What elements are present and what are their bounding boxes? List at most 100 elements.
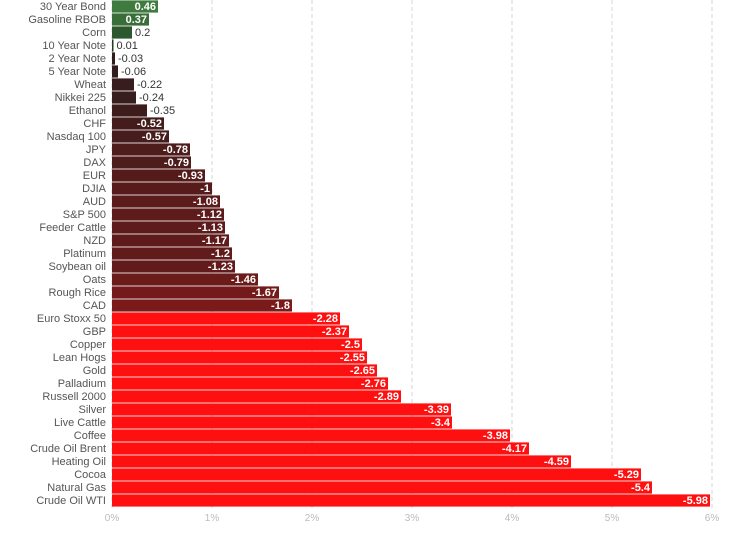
category-label: Wheat bbox=[74, 79, 106, 91]
value-label: 0.37 bbox=[126, 14, 147, 26]
category-label: Feeder Cattle bbox=[39, 222, 106, 234]
category-label: NZD bbox=[83, 235, 106, 247]
bar bbox=[112, 247, 232, 260]
value-label: -2.28 bbox=[313, 313, 338, 325]
bar bbox=[112, 338, 362, 351]
bar bbox=[112, 195, 220, 208]
category-label: Copper bbox=[70, 339, 106, 351]
bar bbox=[112, 130, 169, 143]
value-label: -2.37 bbox=[322, 326, 347, 338]
bar bbox=[112, 390, 401, 403]
category-label: JPY bbox=[86, 144, 107, 156]
bar bbox=[112, 156, 191, 169]
category-label: Oats bbox=[83, 274, 107, 286]
bar bbox=[112, 481, 652, 494]
bar bbox=[112, 221, 225, 234]
bar bbox=[112, 351, 367, 364]
value-label: -4.59 bbox=[544, 456, 569, 468]
bar bbox=[112, 468, 641, 481]
value-label: -0.22 bbox=[137, 79, 162, 91]
category-label: Soybean oil bbox=[49, 261, 107, 273]
value-label: -0.35 bbox=[150, 105, 175, 117]
category-label: 10 Year Note bbox=[42, 40, 106, 52]
bar bbox=[112, 104, 147, 117]
category-label: Lean Hogs bbox=[53, 352, 107, 364]
value-label: -0.93 bbox=[178, 170, 203, 182]
x-tick-label: 3% bbox=[405, 513, 420, 524]
value-label: -1.12 bbox=[197, 209, 222, 221]
value-label: -0.52 bbox=[137, 118, 162, 130]
value-label: -5.4 bbox=[631, 482, 651, 494]
value-label: -2.89 bbox=[374, 391, 399, 403]
value-label: -1.13 bbox=[198, 222, 223, 234]
bar bbox=[112, 13, 149, 26]
bar bbox=[112, 273, 258, 286]
bar bbox=[112, 494, 710, 507]
bar bbox=[112, 312, 340, 325]
x-tick-label: 2% bbox=[305, 513, 320, 524]
value-label: -3.4 bbox=[431, 417, 451, 429]
value-label: -2.5 bbox=[341, 339, 360, 351]
category-label: Corn bbox=[82, 27, 106, 39]
bar bbox=[112, 260, 235, 273]
bar bbox=[112, 429, 510, 442]
value-label: 0.01 bbox=[117, 40, 138, 52]
bar bbox=[112, 325, 349, 338]
bar bbox=[112, 78, 134, 91]
value-label: -2.76 bbox=[361, 378, 386, 390]
value-label: -0.24 bbox=[139, 92, 164, 104]
category-label: Natural Gas bbox=[47, 482, 106, 494]
value-label: -1 bbox=[200, 183, 210, 195]
bar bbox=[112, 26, 132, 39]
bar bbox=[112, 234, 229, 247]
bar bbox=[112, 364, 377, 377]
x-tick-label: 1% bbox=[205, 513, 220, 524]
bar bbox=[112, 117, 164, 130]
bar bbox=[112, 143, 190, 156]
category-label: GBP bbox=[83, 326, 106, 338]
bar bbox=[112, 299, 292, 312]
x-gridlines bbox=[111, 0, 713, 508]
value-label: -1.08 bbox=[193, 196, 218, 208]
value-label: 0.2 bbox=[135, 27, 150, 39]
bar bbox=[112, 442, 529, 455]
value-label: -1.2 bbox=[211, 248, 230, 260]
value-label: -5.29 bbox=[614, 469, 639, 481]
value-label: -4.17 bbox=[502, 443, 527, 455]
bar bbox=[112, 52, 115, 65]
value-label: -0.78 bbox=[163, 144, 188, 156]
value-label: -2.55 bbox=[340, 352, 365, 364]
category-label: Nasdaq 100 bbox=[47, 131, 106, 143]
x-tick-label: 4% bbox=[505, 513, 520, 524]
value-label: -1.67 bbox=[252, 287, 277, 299]
category-label: CAD bbox=[83, 300, 106, 312]
value-label: -1.23 bbox=[208, 261, 233, 273]
value-label: -1.8 bbox=[271, 300, 290, 312]
category-label: Palladium bbox=[58, 378, 106, 390]
bar bbox=[112, 208, 224, 221]
bar bbox=[112, 182, 212, 195]
category-label: Ethanol bbox=[69, 105, 106, 117]
category-label: EUR bbox=[83, 170, 106, 182]
category-label: S&P 500 bbox=[63, 209, 106, 221]
bar bbox=[112, 169, 205, 182]
bar bbox=[112, 403, 451, 416]
category-label: Cocoa bbox=[74, 469, 107, 481]
category-label: CHF bbox=[83, 118, 106, 130]
bar bbox=[112, 416, 452, 429]
category-label: Heating Oil bbox=[52, 456, 106, 468]
bar bbox=[112, 286, 279, 299]
bar bbox=[112, 91, 136, 104]
value-label: -2.65 bbox=[350, 365, 375, 377]
bar bbox=[112, 377, 388, 390]
value-label: 0.46 bbox=[135, 1, 156, 13]
category-label: Coffee bbox=[74, 430, 106, 442]
value-label: -0.06 bbox=[121, 66, 146, 78]
category-label: Euro Stoxx 50 bbox=[37, 313, 106, 325]
category-label: Nikkei 225 bbox=[55, 92, 106, 104]
category-label: AUD bbox=[83, 196, 106, 208]
category-label: Gasoline RBOB bbox=[28, 14, 106, 26]
bar bbox=[112, 455, 571, 468]
x-tick-label: 0% bbox=[105, 513, 120, 524]
